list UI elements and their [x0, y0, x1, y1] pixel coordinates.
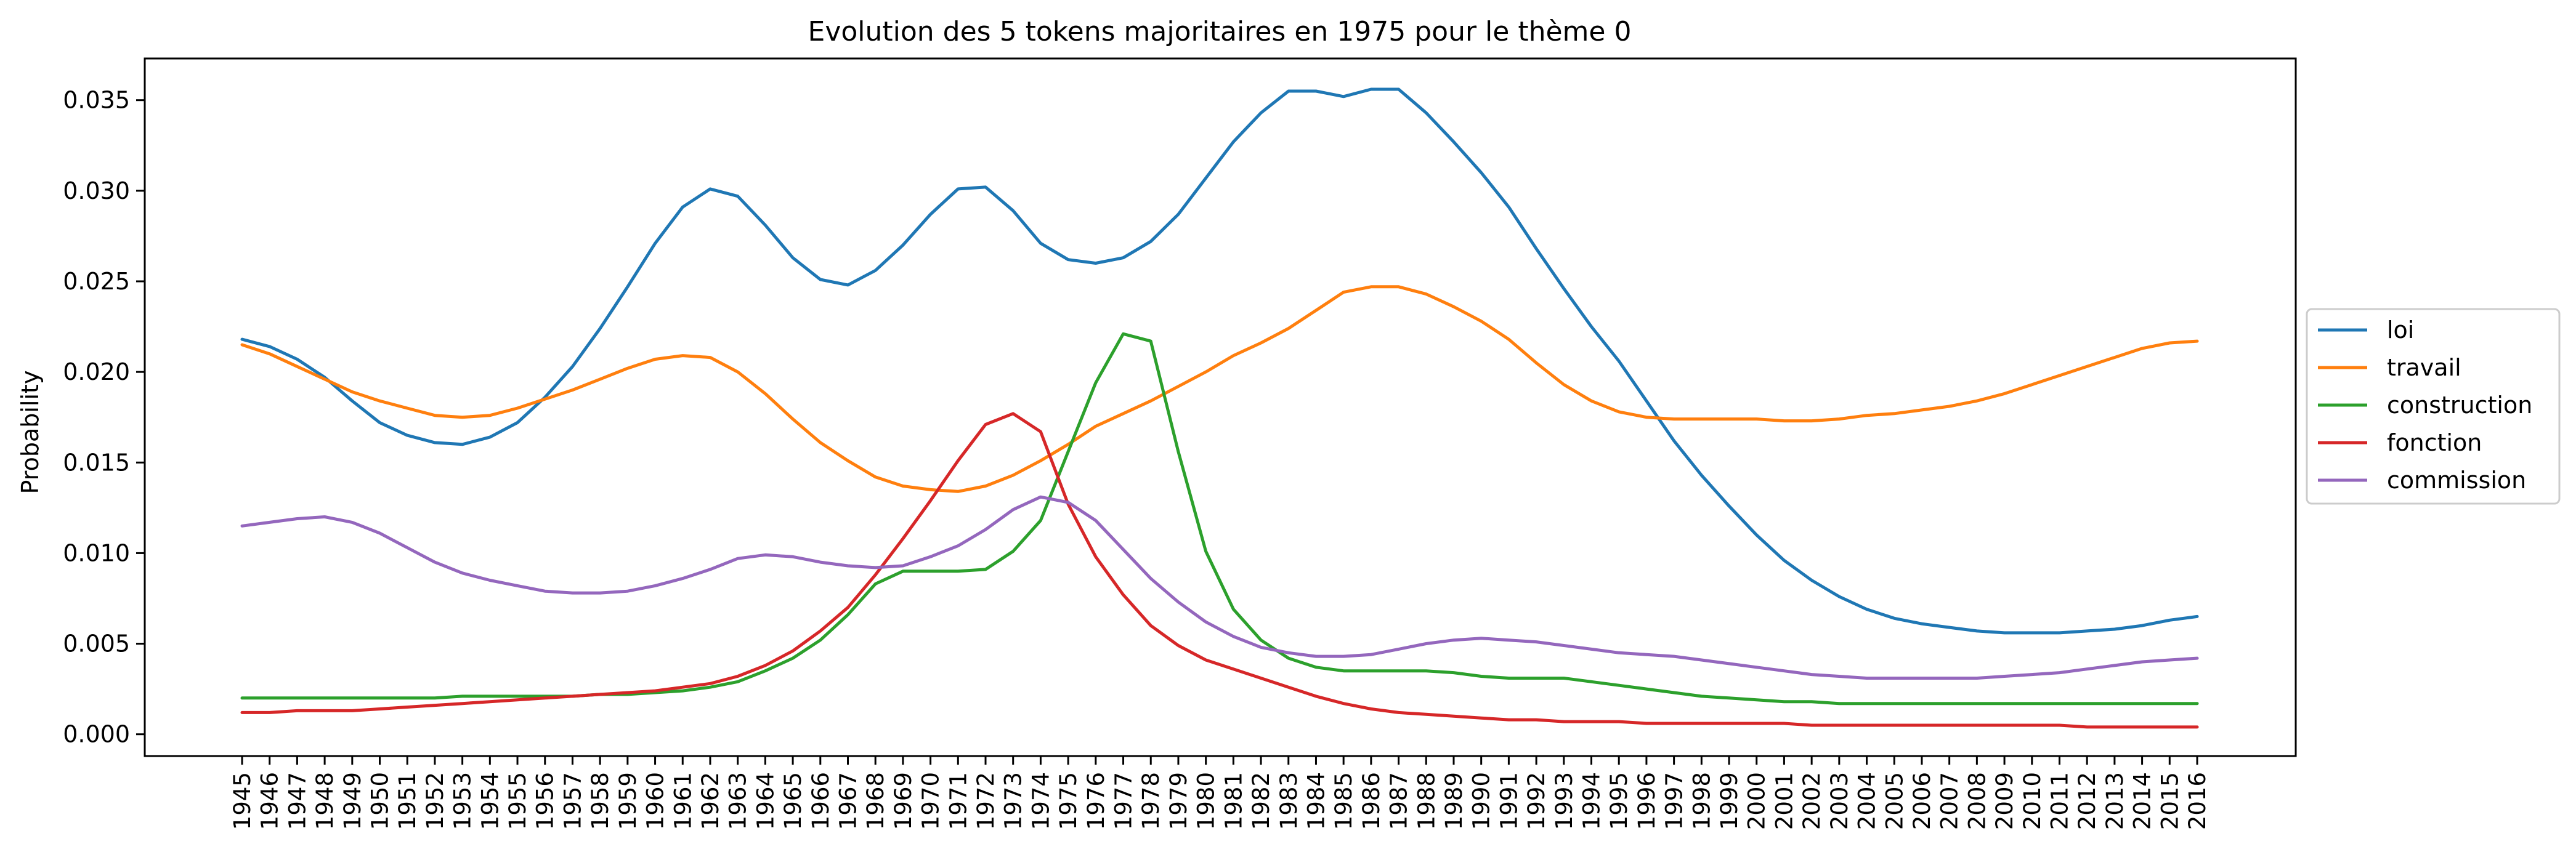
- x-tick-label: 1998: [1688, 772, 1715, 830]
- x-tick-label: 1972: [973, 772, 999, 830]
- y-tick-label: 0.020: [63, 358, 130, 385]
- series-line-loi: [240, 87, 2199, 635]
- x-tick-label: 1945: [229, 772, 256, 830]
- x-tick-label: 1961: [670, 772, 696, 830]
- series-line-fonction: [240, 412, 2199, 729]
- x-tick-label: 2015: [2157, 772, 2183, 830]
- x-tick-label: 1995: [1606, 772, 1632, 830]
- x-tick-label: 1973: [1000, 772, 1027, 830]
- y-tick-label: 0.010: [63, 539, 130, 566]
- x-tick-label: 1975: [1055, 772, 1082, 830]
- y-tick-label: 0.000: [63, 721, 130, 748]
- legend-label-commission: commission: [2387, 467, 2526, 494]
- x-tick-label: 1974: [1027, 772, 1054, 830]
- x-tick-label: 1992: [1523, 772, 1550, 830]
- legend-label-construction: construction: [2387, 392, 2532, 419]
- x-tick-label: 1983: [1276, 772, 1302, 830]
- x-tick-label: 2003: [1826, 772, 1853, 830]
- legend-label-travail: travail: [2387, 354, 2461, 381]
- plot-frame: [144, 57, 2297, 757]
- x-tick-label: 1959: [615, 772, 641, 830]
- x-tick-label: 1966: [808, 772, 834, 830]
- x-tick-label: 1968: [862, 772, 889, 830]
- x-tick-label: 1949: [339, 772, 366, 830]
- x-tick-label: 1984: [1303, 772, 1329, 830]
- x-tick-label: 2002: [1799, 772, 1825, 830]
- x-tick-label: 1955: [504, 772, 531, 830]
- y-tick-label: 0.015: [63, 449, 130, 476]
- series-lines: [240, 87, 2199, 729]
- x-tick-label: 1994: [1579, 772, 1605, 830]
- x-tick-label: 1960: [642, 772, 669, 830]
- x-tick-label: 1996: [1634, 772, 1660, 830]
- x-tick-label: 2013: [2102, 772, 2128, 830]
- y-tick-label: 0.005: [63, 630, 130, 658]
- x-tick-label: 1997: [1661, 772, 1688, 830]
- x-tick-label: 2008: [1964, 772, 1990, 830]
- legend-box: [2306, 308, 2561, 505]
- x-tick-label: 1947: [284, 772, 310, 830]
- x-tick-label: 2016: [2184, 772, 2211, 830]
- x-tick-label: 2000: [1744, 772, 1770, 830]
- x-tick-label: 1999: [1716, 772, 1743, 830]
- x-tick-label: 1991: [1496, 772, 1522, 830]
- x-tick-label: 1987: [1386, 772, 1412, 830]
- y-tick-label: 0.025: [63, 268, 130, 295]
- x-tick-label: 1990: [1468, 772, 1495, 830]
- x-tick-label: 2006: [1909, 772, 1935, 830]
- x-tick-label: 1946: [257, 772, 283, 830]
- x-tick-label: 1988: [1413, 772, 1440, 830]
- x-tick-label: 2014: [2129, 772, 2156, 830]
- x-tick-label: 2007: [1937, 772, 1963, 830]
- x-tick-label: 1950: [367, 772, 394, 830]
- x-tick-label: 1956: [532, 772, 559, 830]
- x-tick-label: 2010: [2019, 772, 2046, 830]
- x-tick-label: 2011: [2046, 772, 2073, 830]
- x-tick-label: 1954: [477, 772, 503, 830]
- x-tick-label: 1986: [1358, 772, 1385, 830]
- x-tick-label: 1962: [697, 772, 724, 830]
- x-tick-label: 1982: [1248, 772, 1274, 830]
- x-tick-label: 1993: [1551, 772, 1578, 830]
- x-tick-label: 1969: [890, 772, 917, 830]
- x-tick-label: 1957: [559, 772, 586, 830]
- y-axis: 0.000 0.005 0.010 0.015 0.020 0.025 0.030 0.035: [63, 87, 145, 748]
- x-tick-label: 1978: [1138, 772, 1164, 830]
- legend: loi travail construction fonction commission: [2306, 308, 2561, 505]
- x-tick-label: 1948: [312, 772, 338, 830]
- x-tick-label: 1953: [450, 772, 476, 830]
- x-tick-label: 1985: [1331, 772, 1357, 830]
- x-tick-label: 1951: [394, 772, 421, 830]
- x-tick-label: 2012: [2074, 772, 2100, 830]
- x-tick-label: 1965: [780, 772, 806, 830]
- y-tick-label: 0.030: [63, 177, 130, 204]
- x-tick-label: 1980: [1193, 772, 1220, 830]
- x-tick-label: 2005: [1881, 772, 1908, 830]
- x-tick-label: 1964: [752, 772, 779, 830]
- x-tick-label: 1979: [1165, 772, 1192, 830]
- x-tick-label: 1971: [945, 772, 971, 830]
- x-tick-label: 2009: [1991, 772, 2018, 830]
- x-tick-label: 2001: [1771, 772, 1797, 830]
- x-tick-label: 1989: [1441, 772, 1467, 830]
- x-tick-label: 1970: [918, 772, 944, 830]
- x-tick-label: 1976: [1083, 772, 1109, 830]
- x-tick-label: 1952: [422, 772, 448, 830]
- x-axis: 1945 1946 1947 1948 1949 1950 1951 1952 1953 1954…: [229, 756, 2211, 830]
- x-tick-label: 1981: [1220, 772, 1247, 830]
- series-line-commission: [240, 495, 2199, 680]
- x-tick-label: 1958: [587, 772, 614, 830]
- chart-title: Evolution des 5 tokens majoritaires en 1…: [808, 16, 1632, 47]
- x-tick-label: 2004: [1854, 772, 1881, 830]
- legend-label-loi: loi: [2387, 316, 2414, 344]
- x-tick-label: 1977: [1111, 772, 1137, 830]
- y-axis-label: Probability: [17, 371, 44, 494]
- x-tick-label: 1963: [725, 772, 751, 830]
- x-tick-label: 1967: [835, 772, 861, 830]
- legend-label-fonction: fonction: [2387, 429, 2482, 456]
- series-line-travail: [240, 285, 2199, 493]
- y-tick-label: 0.035: [63, 87, 130, 114]
